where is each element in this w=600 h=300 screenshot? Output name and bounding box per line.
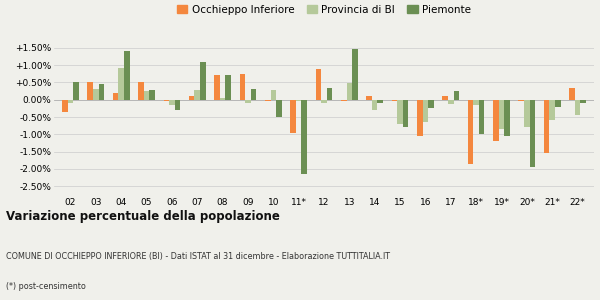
Bar [93, 89, 98, 100]
Bar [113, 93, 118, 100]
Bar [316, 69, 321, 100]
Bar [550, 100, 555, 121]
Bar [226, 75, 231, 100]
Bar [454, 91, 459, 100]
Bar [189, 96, 194, 100]
Bar [422, 100, 428, 122]
Bar [124, 51, 130, 100]
Bar [580, 100, 586, 103]
Bar [403, 100, 409, 128]
Bar [367, 95, 372, 100]
Bar [347, 83, 352, 100]
Bar [214, 75, 220, 100]
Bar [321, 100, 327, 103]
Bar [493, 100, 499, 141]
Bar [301, 100, 307, 174]
Bar [276, 100, 281, 117]
Bar [575, 100, 580, 115]
Bar [251, 88, 256, 100]
Bar [296, 100, 301, 101]
Bar [524, 100, 530, 128]
Bar [397, 100, 403, 124]
Bar [200, 61, 206, 100]
Bar [448, 100, 454, 104]
Bar [144, 91, 149, 100]
Bar [169, 100, 175, 105]
Bar [327, 88, 332, 100]
Bar [473, 100, 479, 105]
Bar [98, 84, 104, 100]
Bar [175, 100, 180, 110]
Bar [504, 100, 510, 136]
Bar [341, 100, 347, 101]
Text: Variazione percentuale della popolazione: Variazione percentuale della popolazione [6, 210, 280, 223]
Bar [149, 90, 155, 100]
Bar [194, 90, 200, 100]
Bar [68, 100, 73, 103]
Bar [530, 100, 535, 167]
Bar [468, 100, 473, 164]
Bar [569, 88, 575, 100]
Bar [164, 100, 169, 101]
Bar [62, 100, 68, 112]
Bar [138, 82, 144, 100]
Text: COMUNE DI OCCHIEPPO INFERIORE (BI) - Dati ISTAT al 31 dicembre - Elaborazione TU: COMUNE DI OCCHIEPPO INFERIORE (BI) - Dat… [6, 252, 390, 261]
Bar [372, 100, 377, 110]
Bar [220, 98, 226, 100]
Bar [239, 74, 245, 100]
Bar [271, 90, 276, 100]
Bar [245, 100, 251, 103]
Bar [442, 96, 448, 100]
Bar [73, 82, 79, 100]
Text: (*) post-censimento: (*) post-censimento [6, 282, 86, 291]
Bar [518, 100, 524, 101]
Bar [479, 100, 484, 134]
Bar [265, 100, 271, 101]
Bar [544, 100, 550, 153]
Bar [88, 82, 93, 100]
Bar [392, 100, 397, 101]
Bar [118, 68, 124, 100]
Legend: Occhieppo Inferiore, Provincia di BI, Piemonte: Occhieppo Inferiore, Provincia di BI, Pi… [173, 1, 475, 19]
Bar [555, 100, 560, 106]
Bar [417, 100, 422, 136]
Bar [428, 100, 434, 108]
Bar [377, 100, 383, 103]
Bar [352, 50, 358, 100]
Bar [499, 100, 504, 129]
Bar [290, 100, 296, 133]
